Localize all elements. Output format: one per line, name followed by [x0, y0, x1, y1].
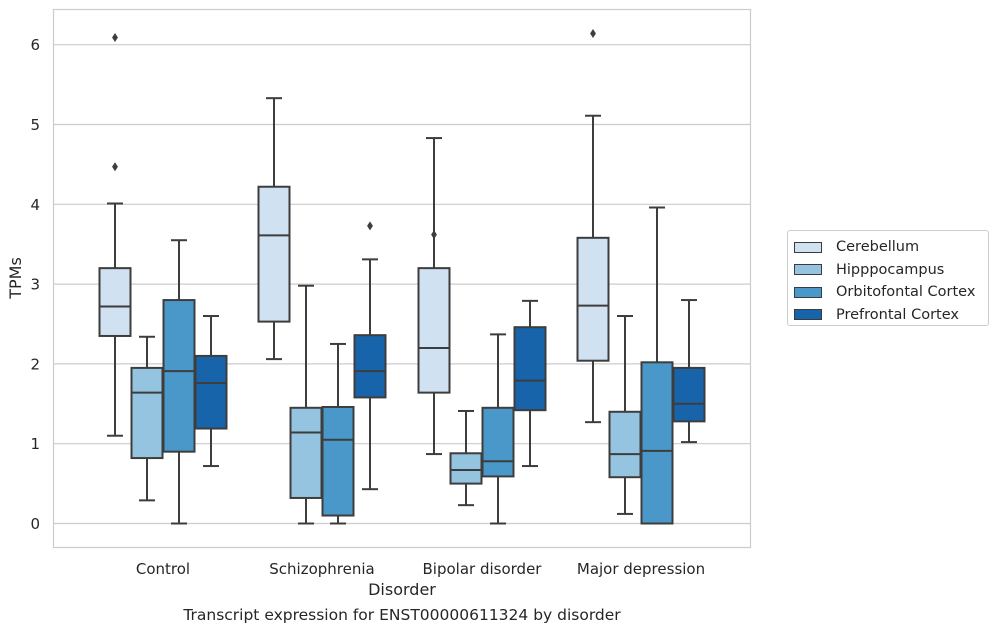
- box-prefrontal-cortex-schizophrenia: [353, 221, 387, 491]
- x-tick-label: Major depression: [577, 560, 705, 578]
- box-iqr: [449, 452, 483, 485]
- plot-frame: [52, 8, 752, 549]
- legend-item: Orbitofontal Cortex: [794, 281, 988, 304]
- legend-item: Hipppocampus: [794, 259, 988, 282]
- y-tick-label: 3: [30, 276, 40, 294]
- outlier-point: [367, 221, 373, 231]
- box-iqr: [513, 326, 547, 412]
- legend-item: Prefrontal Cortex: [794, 304, 988, 327]
- box-prefrontal-cortex-control: [194, 315, 228, 468]
- x-axis-label: Disorder: [368, 580, 436, 599]
- box-orbitofontal-cortex-schizophrenia: [321, 342, 355, 525]
- y-tick-label: 0: [30, 515, 40, 533]
- box-orbitofontal-cortex-major-depression: [640, 206, 674, 525]
- outlier-point: [590, 29, 596, 39]
- box-iqr: [98, 267, 132, 337]
- box-iqr: [481, 406, 515, 478]
- x-tick-label: Control: [136, 560, 190, 578]
- y-tick-labels: 0 1 2 3 4 5 6: [30, 36, 40, 533]
- box-iqr: [417, 267, 451, 394]
- box-hipppocampus-bipolar-disorder: [449, 409, 483, 507]
- box-iqr: [672, 366, 706, 423]
- box-cerebellum-bipolar-disorder: [417, 137, 451, 456]
- box-prefrontal-cortex-bipolar-disorder: [513, 299, 547, 468]
- box-plot-marks: [98, 29, 706, 525]
- box-iqr: [257, 185, 291, 323]
- legend-label: Cerebellum: [836, 239, 920, 256]
- box-iqr: [162, 299, 196, 453]
- box-hipppocampus-major-depression: [608, 315, 642, 515]
- outlier-point: [112, 162, 118, 172]
- legend-swatch: [794, 241, 822, 253]
- box-iqr: [608, 410, 642, 479]
- box-iqr: [194, 354, 228, 430]
- box-orbitofontal-cortex-control: [162, 239, 196, 525]
- box-prefrontal-cortex-major-depression: [672, 299, 706, 444]
- outlier-point: [112, 33, 118, 43]
- box-orbitofontal-cortex-bipolar-disorder: [481, 333, 515, 525]
- x-tick-label: Schizophrenia: [269, 560, 374, 578]
- legend-label: Hipppocampus: [836, 261, 945, 278]
- box-cerebellum-control: [98, 33, 132, 437]
- figure-caption: Transcript expression for ENST0000061132…: [183, 606, 621, 624]
- legend-label: Prefrontal Cortex: [836, 306, 959, 323]
- box-iqr: [576, 236, 610, 362]
- legend-item: Cerebellum: [794, 236, 988, 259]
- y-tick-label: 2: [30, 355, 40, 373]
- box-hipppocampus-control: [130, 335, 164, 502]
- box-hipppocampus-schizophrenia: [289, 284, 323, 525]
- legend: Cerebellum Hipppocampus Orbitofontal Corte…: [787, 230, 989, 326]
- box-cerebellum-schizophrenia: [257, 97, 291, 361]
- box-cerebellum-major-depression: [576, 29, 610, 424]
- box-iqr: [640, 361, 674, 525]
- box-iqr: [289, 406, 323, 499]
- x-tick-label: Bipolar disorder: [423, 560, 543, 578]
- y-tick-label: 5: [30, 116, 40, 134]
- x-tick-labels: Control Schizophrenia Bipolar disorder Majo…: [136, 560, 705, 578]
- outlier-point: [431, 230, 437, 240]
- y-tick-label: 1: [30, 435, 40, 453]
- legend-swatch: [794, 286, 822, 298]
- y-tick-label: 4: [30, 196, 40, 214]
- box-iqr: [321, 405, 355, 517]
- y-tick-label: 6: [30, 36, 40, 54]
- legend-swatch: [794, 309, 822, 321]
- box-iqr: [353, 334, 387, 399]
- y-axis-label: TPMs: [6, 257, 25, 300]
- legend-swatch: [794, 264, 822, 276]
- legend-label: Orbitofontal Cortex: [836, 284, 976, 301]
- box-iqr: [130, 366, 164, 460]
